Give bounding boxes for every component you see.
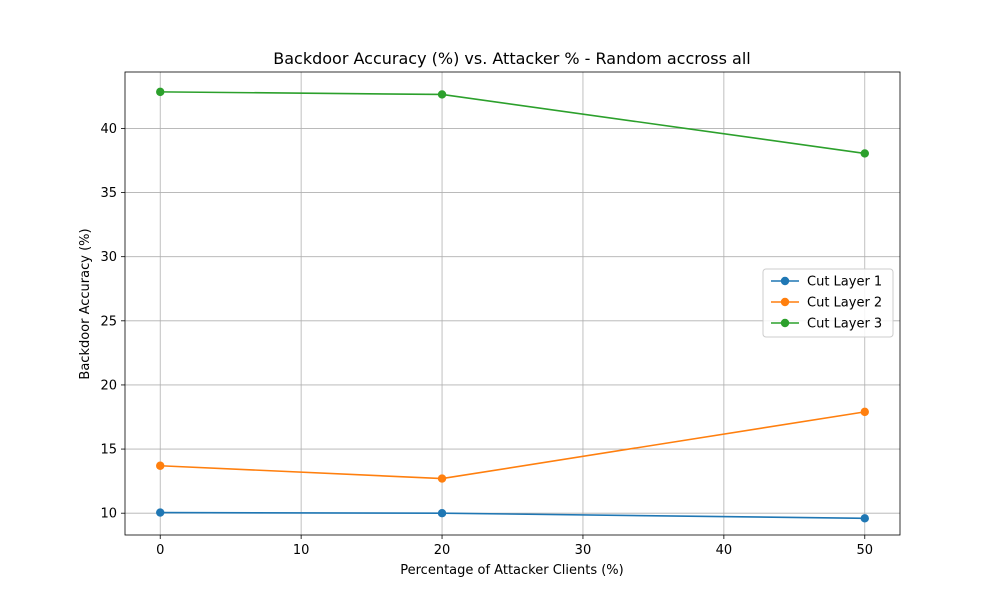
data-point bbox=[860, 149, 869, 158]
y-tick-label: 15 bbox=[100, 443, 117, 458]
x-tick-label: 10 bbox=[293, 543, 310, 558]
x-tick-label: 50 bbox=[856, 543, 873, 558]
data-point bbox=[437, 90, 447, 99]
x-tick-label: 20 bbox=[434, 543, 451, 558]
legend-item: Cut Layer 3 bbox=[771, 317, 882, 332]
legend-item: Cut Layer 1 bbox=[771, 275, 882, 290]
data-point bbox=[860, 514, 869, 523]
x-axis-label: Percentage of Attacker Clients (%) bbox=[400, 563, 623, 578]
legend-item: Cut Layer 2 bbox=[771, 296, 882, 311]
legend-marker bbox=[780, 297, 790, 307]
legend-marker bbox=[780, 276, 790, 286]
y-tick-label: 40 bbox=[100, 122, 117, 137]
y-axis-label: Backdoor Accuracy (%) bbox=[78, 228, 93, 379]
series-line bbox=[160, 91, 865, 155]
x-axis: 0 10 20 30 40 50 bbox=[156, 535, 873, 558]
chart-title: Backdoor Accuracy (%) vs. Attacker % - R… bbox=[273, 49, 750, 68]
data-point bbox=[860, 407, 869, 417]
x-tick-label: 40 bbox=[716, 543, 733, 558]
legend-box bbox=[762, 268, 894, 338]
legend-marker bbox=[780, 318, 790, 328]
series-1 bbox=[156, 508, 869, 523]
y-tick-label: 25 bbox=[100, 314, 117, 329]
y-tick-label: 35 bbox=[100, 186, 117, 201]
data-point bbox=[437, 508, 447, 518]
x-tick-label: 30 bbox=[575, 543, 592, 558]
y-tick-label: 10 bbox=[100, 507, 117, 522]
y-tick-label: 30 bbox=[100, 250, 117, 265]
series-line bbox=[160, 411, 865, 480]
series-2 bbox=[156, 407, 869, 483]
plot-area bbox=[124, 71, 901, 536]
data-point bbox=[156, 87, 165, 97]
data-point bbox=[437, 474, 447, 483]
data-point bbox=[156, 508, 165, 517]
data-point bbox=[156, 461, 165, 470]
series-3 bbox=[156, 87, 869, 158]
legend: Cut Layer 1 Cut Layer 2 Cut Layer 3 bbox=[762, 268, 894, 338]
legend-label: Cut Layer 1 bbox=[807, 275, 882, 290]
plot-frame bbox=[124, 71, 901, 536]
legend-label: Cut Layer 2 bbox=[807, 296, 882, 311]
y-axis: 10 15 20 25 30 35 40 bbox=[100, 122, 125, 522]
legend-label: Cut Layer 3 bbox=[807, 317, 882, 332]
x-tick-label: 0 bbox=[156, 543, 164, 558]
y-tick-label: 20 bbox=[100, 378, 117, 393]
